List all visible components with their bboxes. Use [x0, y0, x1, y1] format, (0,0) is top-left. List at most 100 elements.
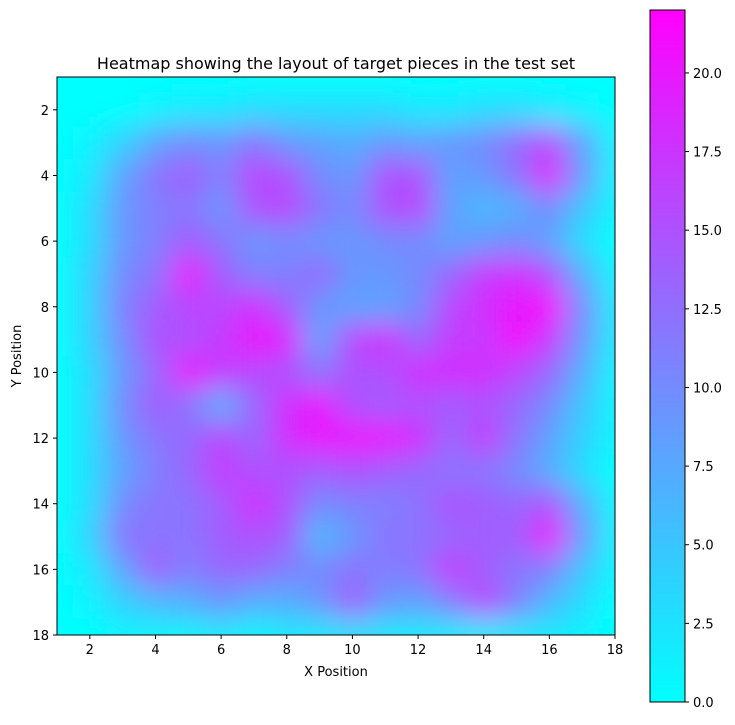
heatmap-cell — [57, 257, 75, 291]
heatmap-cell — [401, 126, 436, 160]
heatmap-cell — [237, 77, 271, 95]
heatmap-cell — [57, 618, 75, 635]
heatmap-cell — [270, 618, 304, 635]
heatmap-cell — [467, 257, 501, 291]
heatmap-cell — [57, 290, 75, 324]
heatmap-cell — [368, 388, 403, 423]
heatmap-cell — [106, 126, 140, 160]
heatmap-cell — [401, 454, 436, 488]
heatmap-cell — [467, 191, 501, 226]
heatmap-cell — [401, 585, 436, 620]
heatmap-cell — [532, 421, 567, 456]
heatmap-cell — [336, 585, 370, 620]
heatmap-cell — [204, 552, 239, 587]
heatmap-cell — [57, 126, 75, 160]
y-tick-label: 4 — [41, 169, 49, 184]
heatmap-cell — [500, 224, 534, 259]
heatmap-cell — [434, 126, 468, 160]
heatmap-cell — [368, 224, 403, 259]
heatmap-cell — [303, 618, 337, 635]
heatmap-cell — [467, 323, 501, 357]
y-tick-label: 16 — [32, 563, 49, 578]
heatmap-cell — [565, 454, 600, 488]
heatmap-cell — [401, 191, 436, 226]
heatmap-cell — [73, 585, 107, 620]
heatmap-cell — [139, 454, 173, 488]
heatmap-cell — [171, 77, 206, 95]
heatmap-cell — [401, 323, 436, 357]
heatmap-cell — [336, 454, 370, 488]
heatmap-cell — [401, 159, 436, 193]
colorbar-tick-label: 7.5 — [693, 460, 714, 475]
heatmap-cell — [434, 585, 468, 620]
heatmap-cell — [73, 454, 107, 488]
heatmap-cell — [106, 191, 140, 226]
heatmap-cell — [303, 388, 337, 423]
heatmap-cell — [434, 487, 468, 521]
heatmap-cell — [434, 421, 468, 456]
heatmap-cell — [204, 618, 239, 635]
heatmap-cell — [434, 356, 468, 390]
heatmap-cell — [73, 487, 107, 521]
chart-title: Heatmap showing the layout of target pie… — [97, 54, 575, 73]
heatmap-cell — [73, 77, 107, 95]
heatmap-cell — [237, 159, 271, 193]
heatmap-cell — [565, 388, 600, 423]
heatmap-cell — [57, 323, 75, 357]
heatmap-cell — [303, 290, 337, 324]
heatmap-cell — [171, 191, 206, 226]
heatmap-cell — [106, 93, 140, 127]
heatmap-cell — [106, 77, 140, 95]
heatmap-cell — [57, 224, 75, 259]
heatmap-cell — [598, 224, 615, 259]
heatmap-cell — [139, 224, 173, 259]
y-tick-label: 6 — [41, 235, 49, 250]
heatmap-cell — [336, 552, 370, 587]
heatmap-cell — [57, 388, 75, 423]
heatmap-cell — [532, 323, 567, 357]
heatmap-cell — [434, 520, 468, 554]
heatmap-cell — [106, 618, 140, 635]
heatmap-cell — [598, 126, 615, 160]
heatmap-cell — [467, 93, 501, 127]
heatmap-cell — [270, 77, 304, 95]
heatmap-cell — [57, 77, 75, 95]
colorbar-tick-label: 12.5 — [693, 303, 722, 318]
heatmap-cell — [565, 356, 600, 390]
heatmap-cell — [434, 77, 468, 95]
heatmap-cell — [467, 552, 501, 587]
heatmap-cell — [368, 356, 403, 390]
heatmap-cell — [532, 454, 567, 488]
heatmap-cell — [237, 585, 271, 620]
heatmap-cell — [598, 585, 615, 620]
heatmap-cell — [106, 585, 140, 620]
heatmap-cell — [57, 356, 75, 390]
heatmap-cell — [467, 356, 501, 390]
heatmap-cell — [467, 159, 501, 193]
heatmap-cell — [401, 618, 436, 635]
heatmap-cell — [106, 257, 140, 291]
heatmap-cell — [57, 454, 75, 488]
heatmap-cell — [171, 618, 206, 635]
heatmap-cell — [270, 552, 304, 587]
x-tick-label: 16 — [541, 643, 558, 658]
heatmap-cell — [532, 257, 567, 291]
heatmap-cell — [598, 356, 615, 390]
heatmap-cell — [139, 520, 173, 554]
heatmap-cell — [204, 421, 239, 456]
heatmap-cell — [401, 290, 436, 324]
heatmap-cell — [303, 159, 337, 193]
heatmap-cell — [73, 421, 107, 456]
heatmap-cell — [303, 454, 337, 488]
heatmap-cell — [73, 388, 107, 423]
heatmap-cell — [237, 126, 271, 160]
heatmap-cell — [336, 323, 370, 357]
x-tick-label: 14 — [475, 643, 492, 658]
heatmap-cell — [57, 421, 75, 456]
heatmap-cell — [204, 191, 239, 226]
heatmap-cell — [139, 77, 173, 95]
heatmap-cell — [368, 323, 403, 357]
heatmap-cell — [237, 93, 271, 127]
heatmap-cell — [237, 323, 271, 357]
heatmap-cell — [532, 290, 567, 324]
